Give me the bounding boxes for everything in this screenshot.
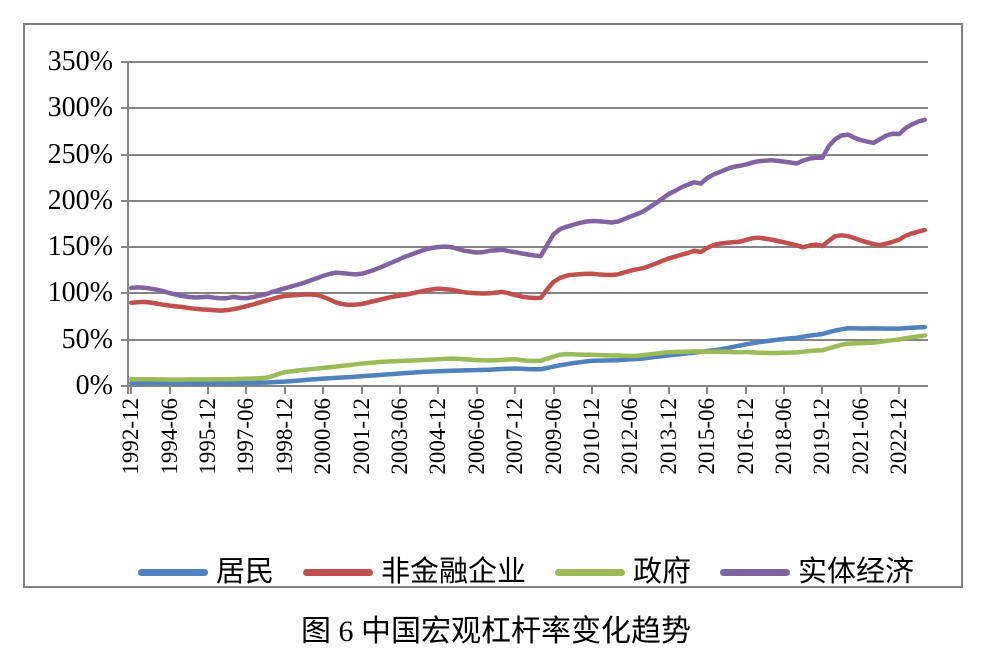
x-axis-label: 2013-12: [655, 398, 681, 475]
legend-swatch-government: [555, 568, 626, 576]
x-axis-tick: [207, 386, 209, 394]
x-axis-tick: [744, 386, 747, 394]
y-axis-label: 300%: [47, 92, 113, 124]
series-line-government: [128, 333, 928, 382]
figure-caption: 图 6 中国宏观杠杆率变化趋势: [301, 615, 691, 648]
x-axis-label: 2004-12: [425, 398, 451, 475]
legend-swatch-real-economy: [720, 568, 791, 576]
gridline: [121, 385, 928, 387]
x-axis-label: 2006-06: [463, 398, 489, 475]
legend-item-government: 政府: [555, 556, 691, 588]
x-axis-tick: [283, 386, 286, 394]
x-axis-tick: [514, 386, 517, 394]
x-axis-label: 2016-12: [732, 398, 758, 475]
y-axis-label: 0%: [75, 370, 113, 401]
y-axis-label: 350%: [47, 46, 113, 77]
x-axis-tick: [322, 386, 325, 394]
x-axis-label: 1992-12: [118, 398, 144, 475]
x-axis-tick: [437, 386, 440, 394]
legend-swatch-nonfinancial-enterprises: [303, 568, 374, 576]
gridline: [121, 246, 928, 249]
legend-label-government: 政府: [633, 556, 692, 588]
x-axis-label: 1995-12: [195, 398, 220, 475]
legend-label-nonfinancial-enterprises: 非金融企业: [381, 556, 527, 588]
x-axis-label: 2018-06: [771, 398, 796, 475]
legend: 居民 非金融企业 政府 实体经济: [138, 553, 914, 591]
x-axis-label: 2007-12: [502, 398, 528, 475]
y-axis-label: 250%: [47, 138, 113, 170]
series-plot: [128, 117, 928, 386]
y-axis-label: 200%: [47, 184, 113, 216]
x-axis-label: 2022-12: [886, 398, 912, 475]
x-axis-tick: [168, 386, 171, 394]
legend-label-real-economy: 实体经济: [798, 556, 915, 588]
legend-item-residents: 居民: [138, 556, 274, 588]
y-axis-label: 100%: [47, 277, 113, 309]
x-axis-tick: [859, 386, 862, 394]
series-line-nonfinancial-enterprises: [128, 227, 928, 313]
x-axis-tick: [667, 386, 670, 394]
legend-label-residents: 居民: [216, 556, 275, 588]
x-axis-label: 2021-06: [847, 398, 873, 475]
gridline: [121, 107, 928, 110]
x-axis-tick: [629, 386, 632, 394]
gridline: [121, 61, 928, 63]
x-axis-tick: [552, 386, 555, 394]
x-axis-tick: [130, 386, 133, 394]
x-axis-label: 2000-06: [310, 398, 336, 475]
x-axis-label: 2015-06: [694, 398, 720, 475]
x-axis-tick: [783, 386, 785, 394]
series-line-real-economy: [128, 117, 928, 301]
x-axis-tick: [360, 386, 363, 394]
x-axis-tick: [706, 386, 709, 394]
x-axis-label: 1997-06: [233, 398, 259, 475]
x-axis-tick: [898, 386, 901, 394]
gridline: [121, 292, 928, 295]
gridline: [121, 338, 928, 341]
gridline: [121, 199, 928, 202]
gridline: [121, 153, 928, 156]
legend-item-real-economy: 实体经济: [720, 556, 914, 588]
x-axis-label: 2003-06: [387, 398, 412, 475]
x-axis-label: 2010-12: [579, 398, 604, 475]
x-axis-tick: [821, 386, 824, 394]
y-axis-line: [127, 62, 129, 394]
x-axis-label: 2009-06: [540, 398, 566, 475]
legend-swatch-residents: [138, 568, 208, 576]
x-axis-label: 2001-12: [348, 398, 374, 475]
x-axis-label: 1994-06: [156, 398, 182, 475]
x-axis-label: 2012-06: [617, 398, 643, 475]
y-axis-label: 50%: [61, 323, 113, 355]
x-axis-tick: [245, 386, 248, 394]
series-line-residents: [128, 324, 928, 386]
y-axis-label: 150%: [47, 231, 113, 263]
chart-frame: 0% 50% 100% 150% 200% 250% 300% 350% 1992-12 1994…: [23, 23, 963, 588]
x-axis-tick: [399, 386, 401, 394]
legend-item-nonfinancial-enterprises: 非金融企业: [303, 556, 526, 588]
x-axis-label: 2019-12: [809, 398, 835, 475]
x-axis-tick: [475, 386, 478, 394]
x-axis-tick: [591, 386, 593, 394]
x-axis-label: 1998-12: [271, 398, 297, 475]
